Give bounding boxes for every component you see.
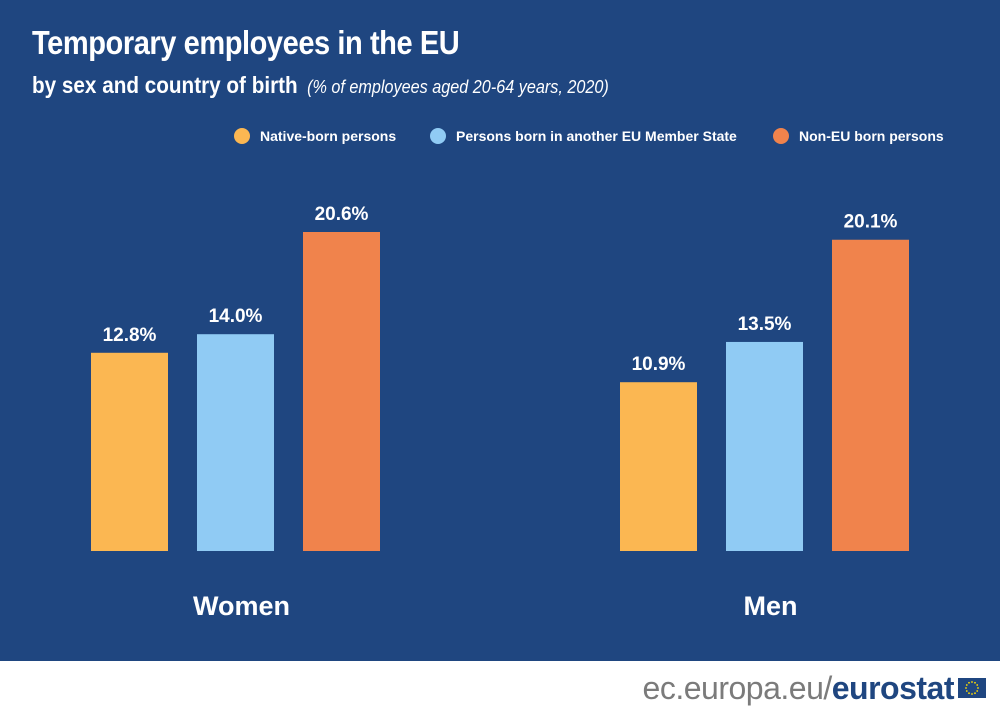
legend-label-non-eu: Non-EU born persons [799,128,944,144]
legend: Native-born persons Persons born in anot… [0,128,1000,150]
bar-women-native [91,352,168,551]
data-label-women-non-eu: 20.6% [315,204,369,225]
legend-item-non-eu: Non-EU born persons [773,128,944,144]
chart-title: Temporary employees in the EU [32,24,460,61]
legend-label-native: Native-born persons [260,128,397,144]
chart-subtitle: by sex and country of birth [32,72,298,98]
category-label-men: Men [744,591,798,621]
bar-men-native [620,382,697,551]
legend-label-other-eu: Persons born in another EU Member State [456,128,737,144]
legend-item-other-eu: Persons born in another EU Member State [430,128,737,144]
bar-women-other-eu [197,334,274,551]
footer-url-text: ec.europa.eu/ [642,670,833,706]
legend-swatch-other-eu [430,128,446,144]
data-label-women-other-eu: 14.0% [209,306,263,327]
legend-swatch-native [234,128,250,144]
subtitle-row: by sex and country of birth (% of employ… [32,72,609,99]
bar-men-other-eu [726,341,803,551]
data-label-men-non-eu: 20.1% [844,212,898,233]
data-label-women-native: 12.8% [103,325,157,346]
category-label-women: Women [193,591,290,621]
footer-brand: eurostat [831,670,955,706]
chart-note: (% of employees aged 20-64 years, 2020) [307,77,609,97]
legend-swatch-non-eu [773,128,789,144]
bar-chart: 12.8% 14.0% 20.6% Women 10.9% 13.5% 20.1% Men [91,204,909,621]
data-label-men-native: 10.9% [632,354,686,375]
bar-men-non-eu [832,239,909,551]
footer-url[interactable]: ec.europa.eu/eurostat [642,670,955,707]
bar-women-non-eu [303,232,380,551]
data-label-men-other-eu: 13.5% [738,314,792,335]
eu-flag-icon [958,678,986,698]
legend-item-native: Native-born persons [234,128,396,144]
